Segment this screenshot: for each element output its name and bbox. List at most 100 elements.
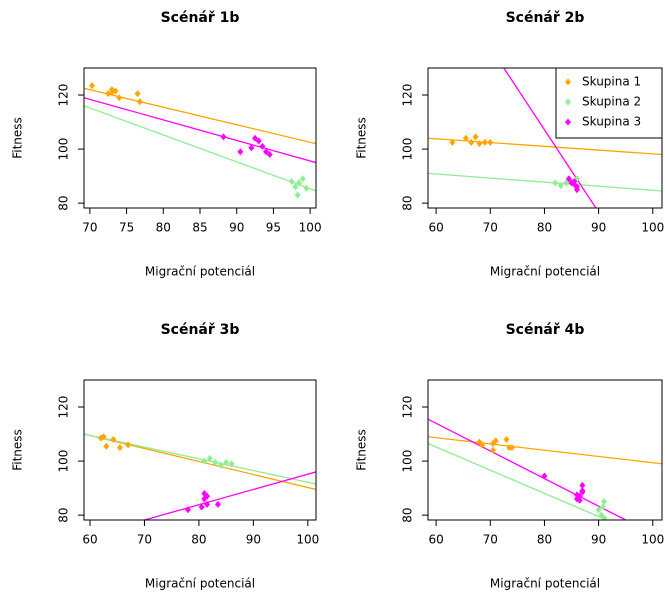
point	[201, 457, 208, 465]
plot-area	[84, 82, 316, 199]
x-tick-label: 70	[137, 533, 152, 547]
point	[595, 506, 602, 514]
point	[206, 454, 213, 462]
point	[116, 444, 123, 452]
point	[294, 191, 301, 199]
x-tick-label: 90	[246, 533, 261, 547]
legend-marker	[565, 78, 571, 86]
legend-marker	[565, 98, 571, 106]
point	[601, 498, 608, 506]
point	[299, 175, 306, 183]
y-tick-label: 100	[57, 450, 71, 473]
point	[508, 444, 515, 452]
point	[571, 180, 578, 188]
point	[212, 458, 219, 466]
chart-title: Scénář 4b	[506, 322, 585, 338]
plot-frame	[83, 379, 317, 521]
x-tick-label: 80	[537, 221, 552, 235]
point	[541, 472, 548, 480]
fit-line	[428, 418, 627, 520]
point	[468, 138, 475, 146]
x-tick-label: 85	[192, 221, 207, 235]
legend-label: Skupina 2	[582, 95, 641, 109]
x-tick-label: 90	[229, 221, 244, 235]
x-tick-label: 100	[641, 533, 664, 547]
y-tick-label: 120	[57, 396, 71, 419]
x-tick-label: 60	[428, 533, 443, 547]
point	[125, 441, 132, 449]
point	[198, 503, 205, 511]
fit-line	[503, 68, 597, 208]
x-tick-label: 60	[82, 533, 97, 547]
y-tick-label: 120	[401, 84, 415, 107]
panel: Scénář 2b Migrační potenciál Fitness 60 70 80…	[355, 10, 665, 279]
fit-line	[428, 436, 662, 465]
point	[223, 458, 230, 466]
point	[255, 137, 262, 145]
point	[503, 435, 510, 443]
point	[89, 82, 96, 90]
point	[303, 184, 310, 192]
x-tick-label: 70	[483, 221, 498, 235]
point	[579, 487, 586, 495]
point	[228, 460, 235, 468]
point	[573, 491, 580, 499]
y-tick-label: 120	[401, 396, 415, 419]
y-tick-label: 80	[57, 507, 71, 522]
y-axis-label: Fitness	[355, 117, 369, 159]
x-tick-label: 60	[428, 221, 443, 235]
point	[110, 435, 117, 443]
point	[288, 178, 295, 186]
fit-line	[84, 433, 316, 485]
point	[563, 179, 570, 187]
x-axis-label: Migrační potenciál	[490, 265, 600, 279]
point	[490, 446, 496, 454]
point	[481, 138, 488, 146]
point	[576, 496, 583, 504]
y-tick-label: 100	[401, 450, 415, 473]
point	[214, 500, 221, 508]
chart-title: Scénář 3b	[161, 322, 240, 338]
x-tick-label: 80	[537, 533, 552, 547]
y-axis-label: Fitness	[11, 429, 25, 471]
x-tick-label: 100	[641, 221, 664, 235]
x-axis-label: Migrační potenciál	[145, 577, 255, 591]
point	[185, 506, 192, 514]
y-tick-label: 100	[57, 138, 71, 161]
panel: Scénář 3b Migrační potenciál Fitness 60 70 80…	[11, 322, 320, 591]
fit-line	[84, 97, 316, 164]
point	[462, 134, 469, 142]
fit-line	[428, 137, 662, 156]
point	[565, 175, 572, 183]
point	[259, 142, 266, 150]
point	[108, 88, 115, 96]
plot-area	[84, 433, 316, 520]
x-axis-label: Migrační potenciál	[490, 577, 600, 591]
x-tick-label: 80	[156, 221, 171, 235]
point	[217, 461, 224, 469]
x-axis-label: Migrační potenciál	[145, 265, 255, 279]
x-tick-label: 70	[82, 221, 97, 235]
plot-frame	[427, 379, 663, 521]
point	[204, 500, 211, 508]
plot-frame	[83, 67, 317, 209]
point	[134, 90, 141, 98]
x-tick-label: 100	[296, 533, 319, 547]
point	[116, 94, 123, 102]
x-tick-label: 75	[119, 221, 134, 235]
panel: Scénář 4b Migrační potenciál Fitness 60 70 80…	[355, 322, 665, 591]
plot-area	[428, 418, 662, 520]
x-tick-label: 70	[483, 533, 498, 547]
point	[552, 179, 559, 187]
legend-box	[555, 67, 663, 139]
fit-line	[428, 172, 662, 192]
point	[557, 182, 564, 190]
y-tick-label: 80	[401, 195, 415, 210]
x-tick-label: 100	[299, 221, 322, 235]
point	[103, 442, 110, 450]
legend-label: Skupina 3	[582, 115, 641, 129]
x-tick-label: 90	[591, 221, 606, 235]
fit-line	[84, 433, 316, 491]
y-tick-label: 100	[401, 138, 415, 161]
